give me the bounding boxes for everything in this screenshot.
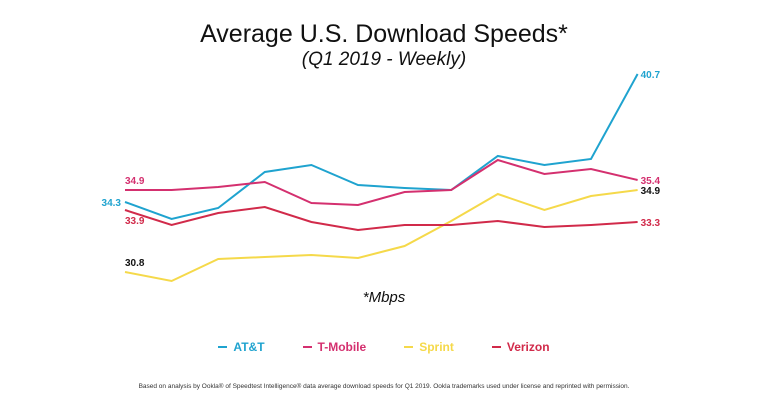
start-label-verizon: 33.9: [125, 216, 145, 227]
legend-item-sprint: Sprint: [404, 340, 454, 354]
end-label-sprint: 34.9: [641, 186, 661, 197]
start-label-t-mobile: 34.9: [125, 176, 145, 187]
legend: AT&T T-Mobile Sprint Verizon: [0, 340, 768, 354]
series-line-verizon: [124, 205, 638, 232]
legend-swatch: [302, 346, 312, 348]
series-line-t-mobile: [125, 158, 638, 207]
end-label-t-mobile: 35.4: [641, 176, 661, 187]
footer-note: Based on analysis by Ookla® of Speedtest…: [138, 383, 630, 390]
start-label-sprint: 30.8: [125, 258, 145, 269]
legend-label: Verizon: [506, 340, 550, 354]
legend-label: Sprint: [419, 340, 454, 354]
legend-item-at-t: AT&T: [218, 340, 265, 354]
legend-label: T-Mobile: [317, 340, 367, 354]
unit-note: *Mbps: [362, 289, 406, 306]
end-label-verizon: 33.3: [641, 218, 661, 229]
legend-item-t-mobile: T-Mobile: [302, 340, 367, 354]
series-line-sprint: [124, 189, 638, 283]
legend-item-verizon: Verizon: [491, 340, 550, 354]
start-label-at-t: 34.3: [102, 198, 122, 209]
series-line-at-t: [124, 73, 639, 221]
legend-label: AT&T: [233, 340, 265, 354]
legend-swatch: [404, 346, 414, 348]
chart-title: Average U.S. Download Speeds*: [200, 20, 568, 48]
legend-swatch: [218, 346, 228, 348]
end-label-at-t: 40.7: [641, 70, 661, 81]
legend-swatch: [491, 346, 501, 348]
chart-subtitle: (Q1 2019 - Weekly): [301, 49, 467, 70]
